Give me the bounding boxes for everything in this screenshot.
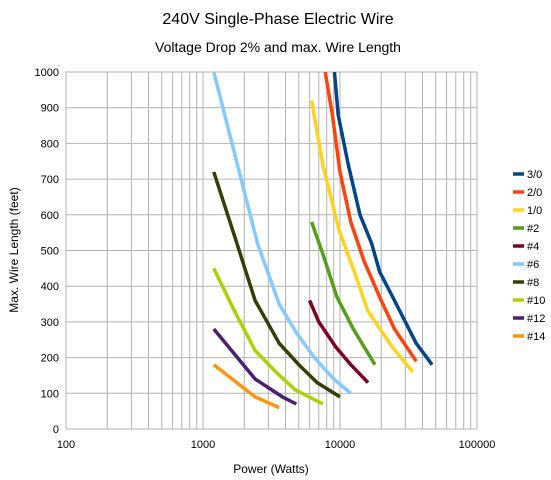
x-tick-label: 10000: [325, 439, 356, 451]
series-line-30: [332, 71, 434, 366]
legend: 3/0 2/0 1/0 #2 #4 #6 #8 #10 #12 #14: [513, 169, 545, 343]
y-tick-label: 700: [41, 174, 59, 186]
series-line-8: [212, 171, 341, 399]
x-tick-label: 1000: [191, 439, 215, 451]
legend-label: #12: [527, 313, 545, 325]
series-line-12: [212, 327, 298, 406]
series-lines: [212, 71, 434, 410]
series-line-10: [309, 100, 415, 374]
y-tick-label: 800: [41, 138, 59, 150]
legend-label: 2/0: [527, 187, 542, 199]
y-tick-label: 0: [53, 424, 59, 436]
y-tick-label: 1000: [35, 67, 59, 79]
legend-label: 3/0: [527, 169, 542, 181]
legend-label: #2: [527, 223, 539, 235]
y-axis-label: Max. Wire Length (feet): [7, 187, 21, 312]
y-axis-ticks: 0 100 200 300 400 500 600 700 800 900 1000: [35, 67, 59, 436]
y-tick-label: 100: [41, 388, 59, 400]
y-tick-label: 900: [41, 103, 59, 115]
plot-area: [65, 71, 478, 430]
chart-title: 240V Single-Phase Electric Wire: [162, 11, 393, 28]
y-tick-label: 500: [41, 246, 59, 258]
legend-label: 1/0: [527, 205, 542, 217]
series-line-2: [309, 221, 377, 366]
x-tick-label: 100000: [459, 439, 496, 451]
series-line-4: [307, 299, 370, 384]
legend-label: #6: [527, 259, 539, 271]
x-axis-label: Power (Watts): [233, 462, 309, 476]
grid: [65, 71, 477, 430]
legend-label: #10: [527, 295, 545, 307]
legend-label: #4: [527, 241, 539, 253]
y-tick-label: 200: [41, 353, 59, 365]
y-tick-label: 300: [41, 317, 59, 329]
series-line-10: [212, 267, 324, 406]
series-line-6: [212, 71, 352, 395]
y-tick-label: 400: [41, 281, 59, 293]
x-axis-ticks: 100 1000 10000 100000: [57, 439, 496, 451]
y-tick-label: 600: [41, 210, 59, 222]
legend-label: #14: [527, 331, 545, 343]
x-tick-label: 100: [57, 439, 75, 451]
chart-subtitle: Voltage Drop 2% and max. Wire Length: [155, 39, 401, 55]
series-line-14: [212, 363, 280, 410]
legend-label: #8: [527, 277, 539, 289]
series-line-20: [323, 71, 418, 363]
